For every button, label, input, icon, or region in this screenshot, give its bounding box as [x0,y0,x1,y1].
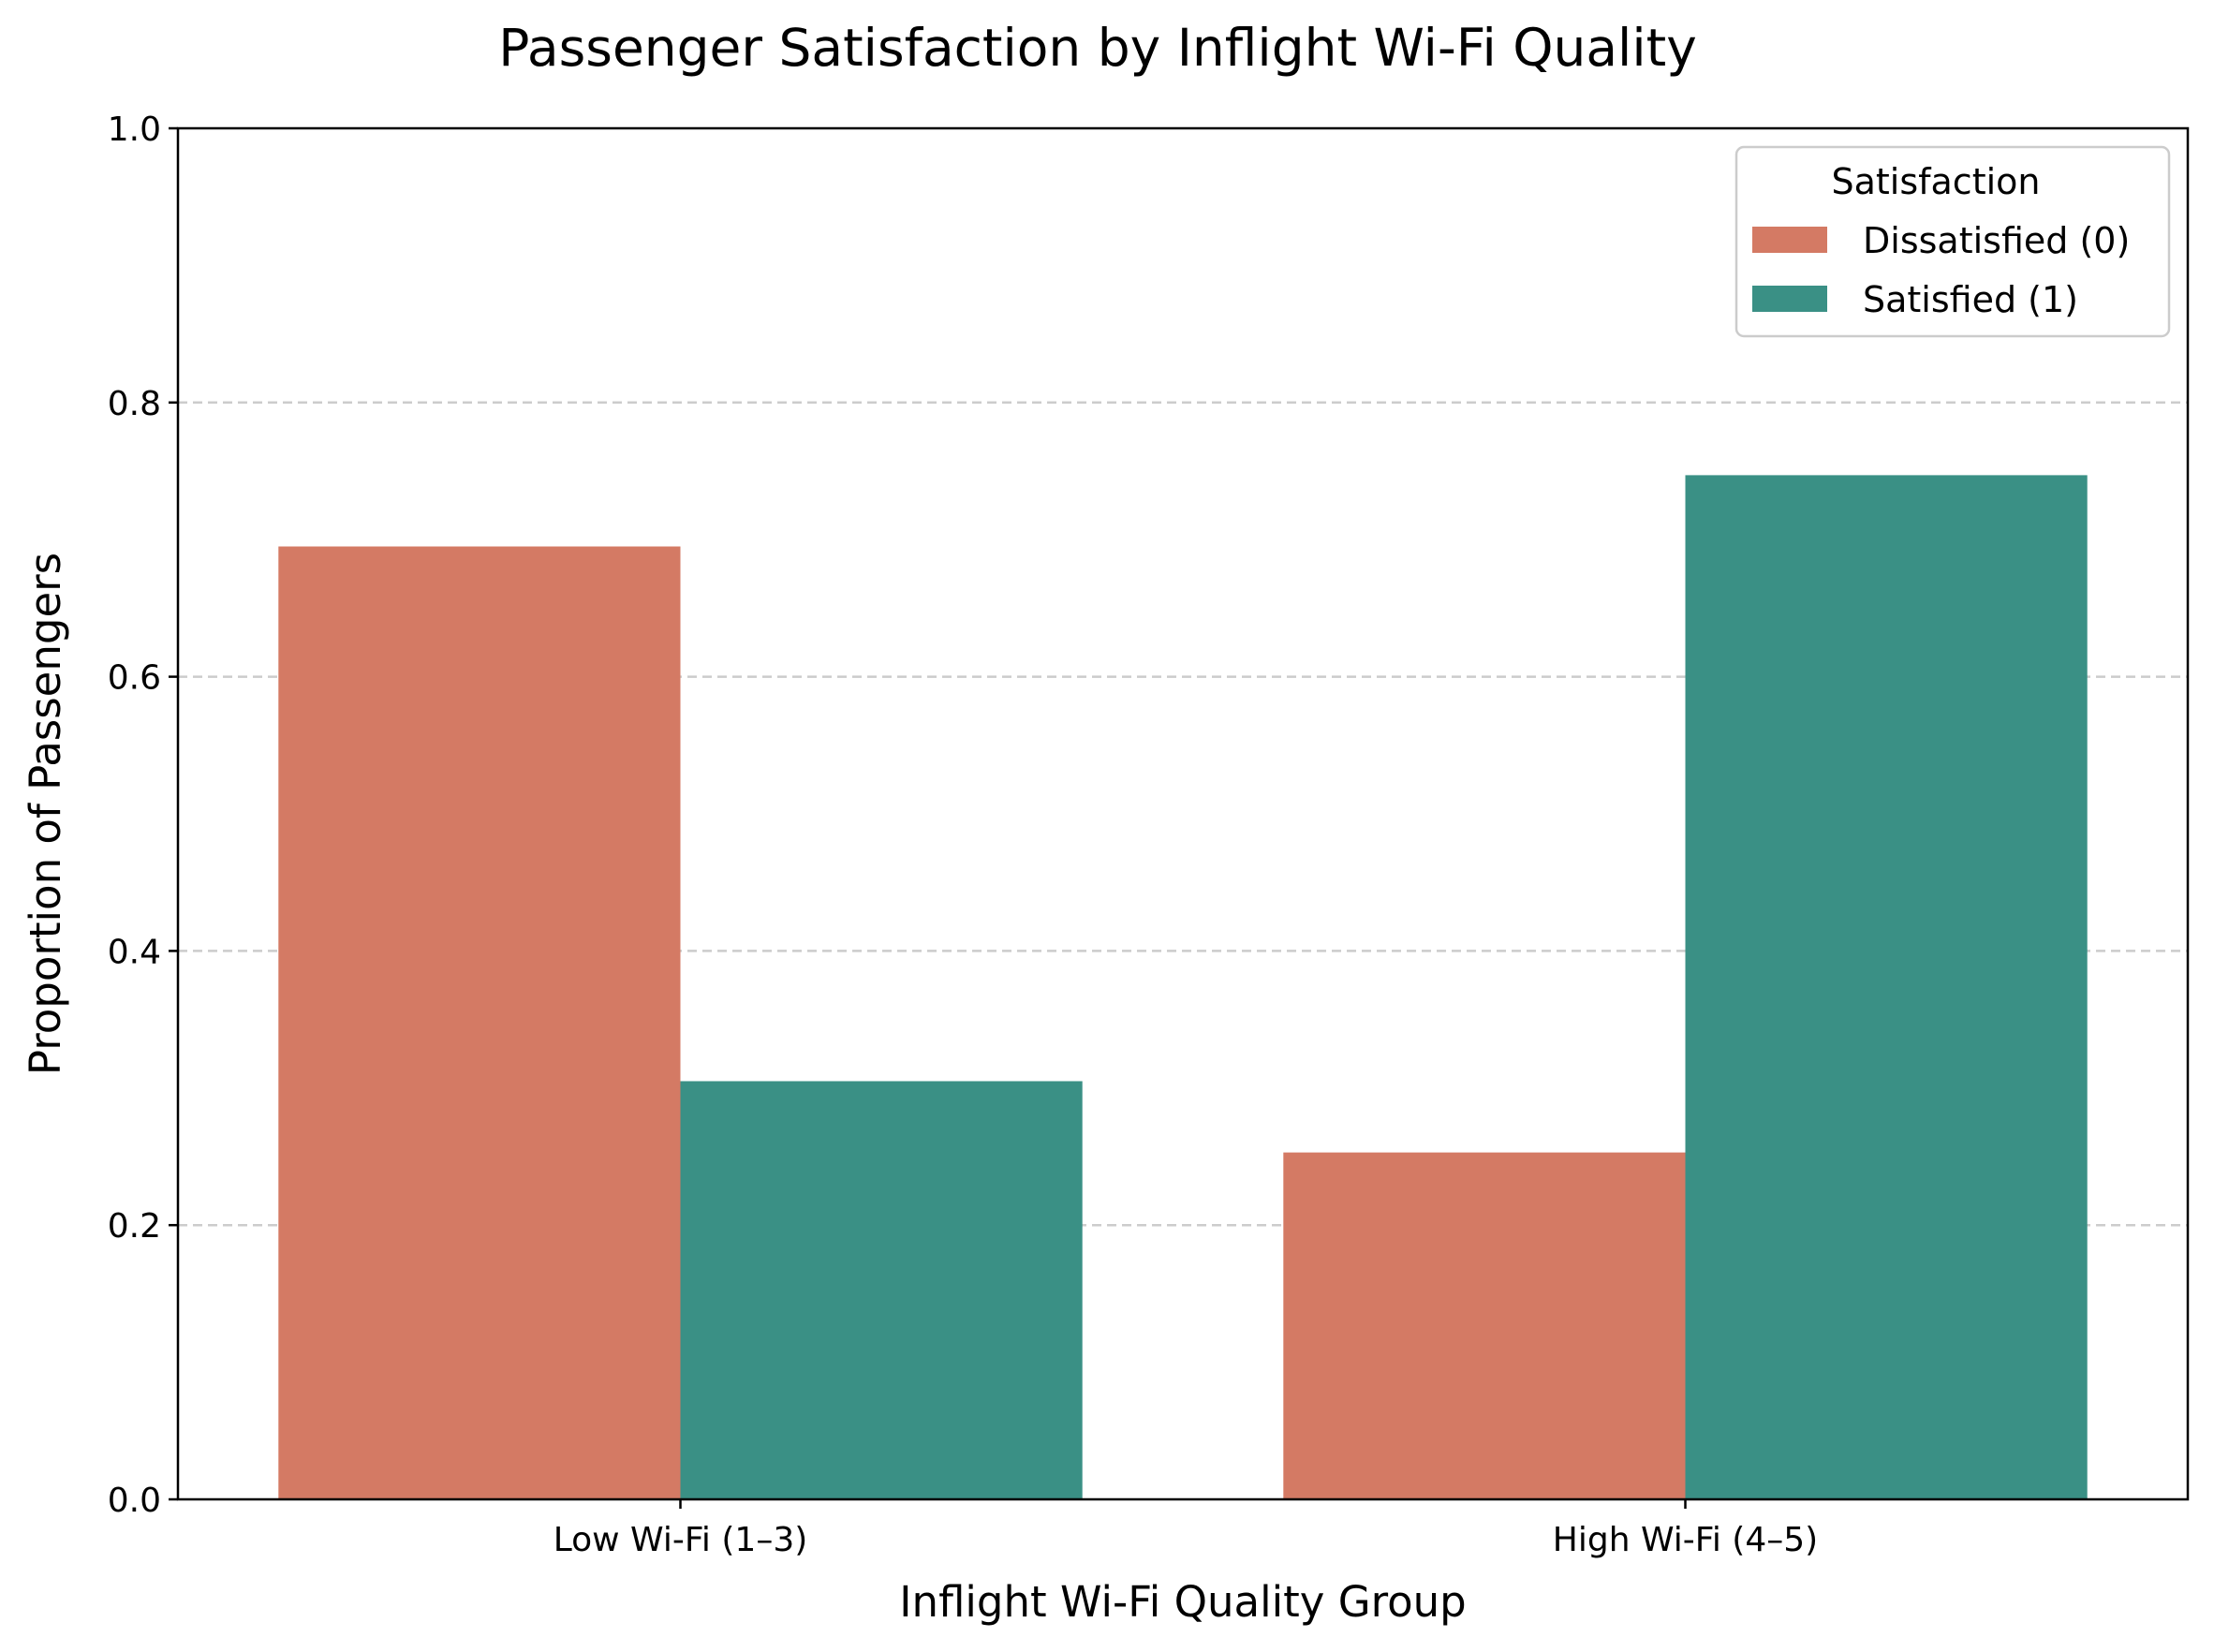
chart-title: Passenger Satisfaction by Inflight Wi-Fi… [498,18,1697,78]
legend-swatch-dissatisfied [1752,227,1827,253]
legend-title: Satisfaction [1831,161,2040,202]
y-axis: 0.0 0.2 0.4 0.6 0.8 1.0 [108,111,178,1520]
y-tick-label: 0.0 [108,1482,161,1520]
y-tick-label: 0.4 [108,933,161,971]
bar-dissatisfied-1 [1283,1152,1686,1499]
bar-satisfied-0 [680,1081,1083,1499]
y-tick-label: 0.8 [108,385,161,423]
x-tick-label: Low Wi-Fi (1–3) [554,1521,808,1559]
legend-label-satisfied: Satisfied (1) [1863,279,2078,320]
legend[interactable]: Satisfaction Dissatisfied (0) Satisfied … [1734,145,2171,338]
y-axis-label: Proportion of Passengers [21,553,70,1075]
x-axis-label: Inflight Wi-Fi Quality Group [899,1577,1466,1627]
y-tick-label: 0.2 [108,1207,161,1246]
bar-satisfied-1 [1685,475,2088,1500]
legend-label-dissatisfied: Dissatisfied (0) [1863,220,2130,261]
y-tick-label: 0.6 [108,659,161,698]
x-axis: Low Wi-Fi (1–3) High Wi-Fi (4–5) [554,1499,1818,1559]
legend-box [1734,145,2171,338]
bar-dissatisfied-0 [278,546,681,1499]
bars [278,475,2088,1500]
legend-swatch-satisfied [1752,286,1827,312]
y-tick-label: 1.0 [108,111,161,149]
x-tick-label: High Wi-Fi (4–5) [1553,1521,1818,1559]
plot-frame [176,126,2190,1501]
